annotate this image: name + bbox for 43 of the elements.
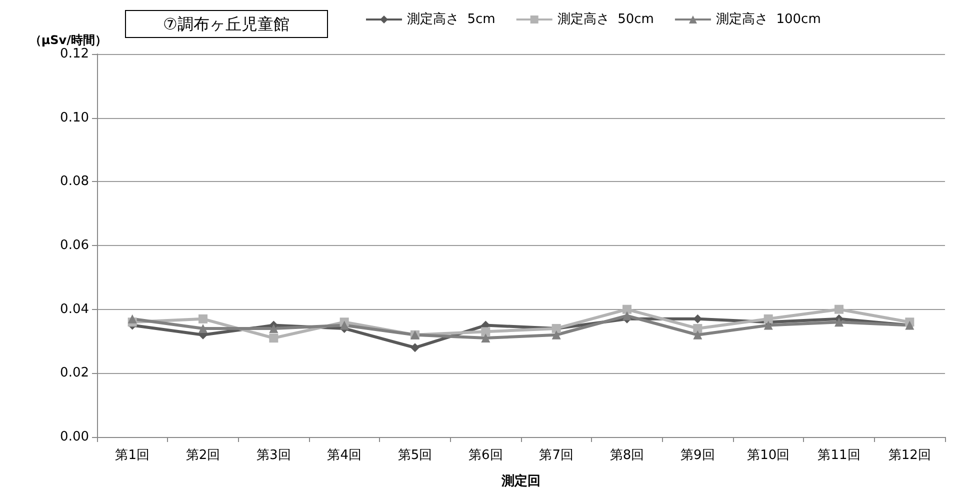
y-tick-label: 0.10	[60, 110, 89, 126]
point	[834, 304, 844, 314]
x-tick-label: 第5回	[398, 448, 432, 463]
x-tick-label: 第7回	[539, 448, 574, 463]
point	[693, 324, 702, 333]
y-tick-label: 0.00	[60, 430, 89, 444]
x-tick-label: 第2回	[186, 448, 220, 463]
point	[340, 320, 349, 330]
point	[693, 330, 702, 340]
x-tick-label: 第11回	[818, 448, 860, 463]
point	[410, 343, 420, 352]
x-tick-label: 第4回	[327, 448, 362, 463]
x-tick-label: 第12回	[888, 448, 931, 463]
point	[198, 314, 208, 324]
x-tick-label: 第10回	[747, 448, 790, 463]
y-tick-label: 0.02	[60, 366, 89, 381]
x-tick-label: 第8回	[610, 448, 644, 463]
x-tick-label: 第9回	[680, 448, 715, 463]
legend-label: 測定高さ 100cm	[716, 11, 821, 27]
y-axis-title: （μSv/時間）	[29, 33, 107, 47]
x-tick-label: 第6回	[468, 448, 503, 463]
y-tick-label: 0.04	[60, 302, 89, 317]
point	[269, 334, 278, 343]
point	[481, 327, 490, 336]
point	[128, 314, 137, 324]
point	[269, 324, 278, 333]
point	[622, 311, 632, 320]
point	[622, 304, 632, 314]
legend-label: 測定高さ 50cm	[557, 11, 654, 27]
x-tick-label: 第3回	[256, 448, 291, 463]
legend-label: 測定高さ 5cm	[407, 11, 496, 27]
x-tick-label: 第1回	[115, 448, 150, 463]
y-tick-label: 0.08	[60, 174, 89, 190]
point	[764, 314, 773, 324]
y-tick-label: 0.12	[60, 46, 89, 62]
y-tick-label: 0.06	[60, 238, 89, 253]
point	[764, 320, 773, 330]
chart-title: ⑦調布ヶ丘児童館	[163, 14, 290, 34]
x-axis-title: 測定回	[500, 473, 540, 489]
point	[552, 330, 561, 340]
point	[834, 318, 844, 327]
point	[198, 324, 208, 333]
point	[481, 334, 490, 343]
